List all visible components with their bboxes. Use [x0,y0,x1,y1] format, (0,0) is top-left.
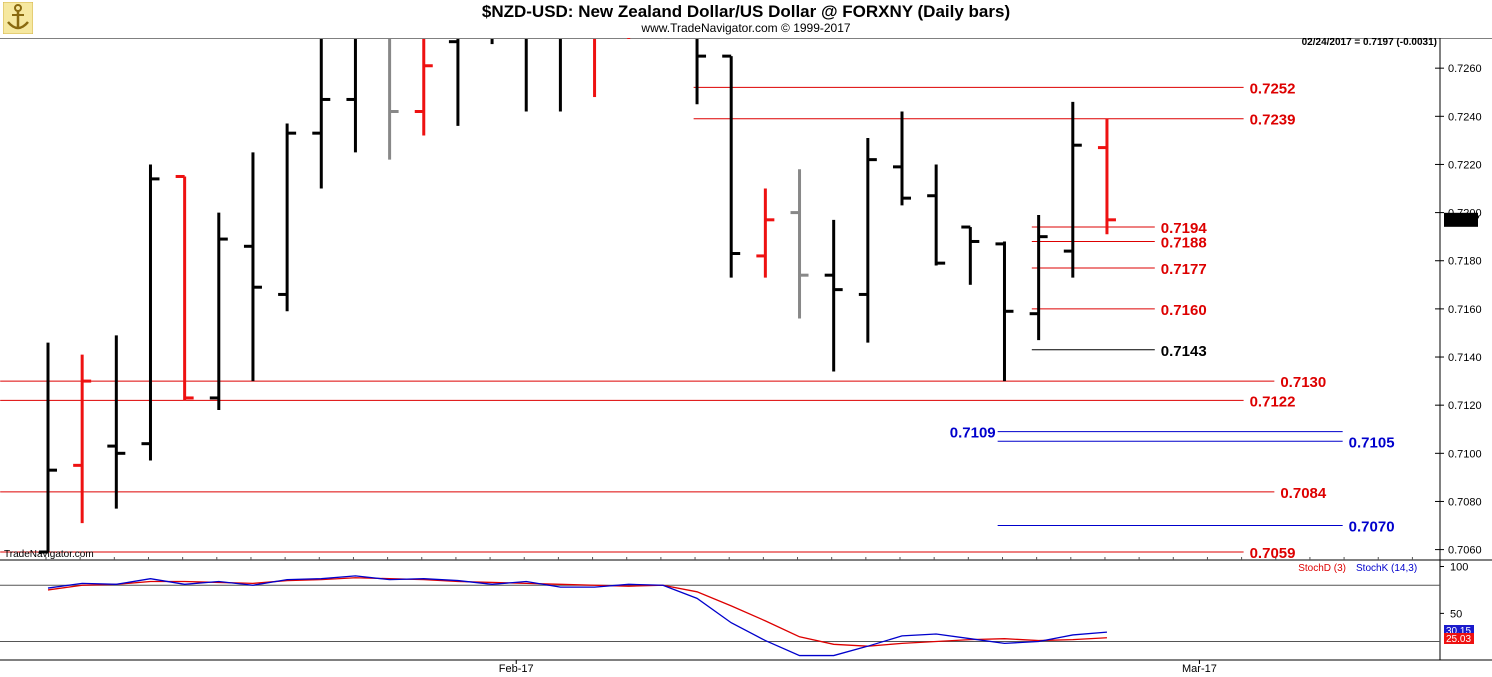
stochk-line [47,575,1108,657]
x-axis-label: Feb-17 [499,663,534,675]
last-quote-text: 02/24/2017 = 0.7197 (-0.0031) [1302,37,1437,48]
y-tick-label: 0.7100 [1448,448,1482,460]
level-label: 0.7109 [950,425,996,442]
stoch-y-tick-label: 100 [1450,562,1468,574]
y-tick-label: 0.7240 [1448,111,1482,123]
y-tick-label: 0.7180 [1448,256,1482,268]
y-tick-label: 0.7160 [1448,304,1482,316]
y-tick-label: 0.7080 [1448,496,1482,508]
chart-header: $NZD-USD: New Zealand Dollar/US Dollar @… [0,0,1492,38]
stochd-value-label: 25.03 [1446,634,1471,645]
x-axis-label: Mar-17 [1182,663,1217,675]
stochk-value-label: 30.15 [1446,626,1471,637]
stoch-y-tick-label: 50 [1450,608,1462,620]
y-tick-label: 0.7060 [1448,545,1482,557]
level-label: 0.7059 [1250,545,1296,562]
level-label: 0.7084 [1280,485,1327,502]
stochd-legend: StochD (3) [1298,563,1346,574]
level-label: 0.7188 [1161,234,1207,251]
chart-subtitle: www.TradeNavigator.com © 1999-2017 [641,21,851,35]
level-label: 0.7160 [1161,302,1207,319]
level-label: 0.7070 [1349,519,1395,536]
level-label: 0.7177 [1161,261,1207,278]
level-label: 0.7105 [1349,434,1395,451]
level-label: 0.7239 [1250,112,1296,129]
anchor-logo-icon [3,2,33,34]
last-price-box [1444,212,1478,227]
level-label: 0.7194 [1161,220,1208,237]
level-label: 0.7130 [1280,374,1326,391]
chart-title: $NZD-USD: New Zealand Dollar/US Dollar @… [481,2,1011,21]
y-tick-label: 0.7120 [1448,400,1482,412]
y-tick-label: 0.7140 [1448,352,1482,364]
watermark-text: TradeNavigator.com [4,549,94,560]
level-label: 0.7143 [1161,343,1207,360]
y-tick-label: 0.7220 [1448,159,1482,171]
last-price-label: 0.7197 [1446,215,1480,227]
stochk-legend: StochK (14,3) [1356,563,1417,574]
level-label: 0.7122 [1250,393,1296,410]
stochk-value-box [1444,625,1474,636]
price-panel: 0.7060 0.7080 0.7100 0.7120 0.7140 0.7160 0.71… [0,4,1492,660]
level-label: 0.7252 [1250,80,1296,97]
y-tick-label: 0.7260 [1448,63,1482,75]
stochd-value-box [1444,633,1474,644]
